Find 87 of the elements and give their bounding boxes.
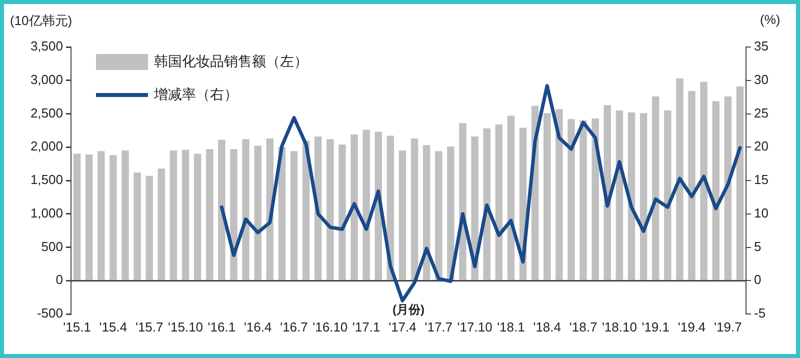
bar bbox=[640, 113, 648, 280]
bar bbox=[158, 168, 166, 280]
x-tick-label: '19.1 bbox=[642, 319, 670, 334]
bar bbox=[736, 86, 744, 280]
bar bbox=[616, 110, 624, 280]
x-tick-label: '16.1 bbox=[208, 319, 236, 334]
bar bbox=[350, 134, 358, 280]
y-tick-label: 2,000 bbox=[30, 138, 63, 154]
y2-tick-label: 35 bbox=[754, 38, 768, 54]
x-tick-label: '16.7 bbox=[280, 319, 308, 334]
bar bbox=[556, 109, 563, 280]
legend-label: 增减率（右） bbox=[154, 86, 238, 104]
y2-tick-label: 0 bbox=[754, 272, 762, 288]
y-tick-label: 3,000 bbox=[30, 72, 63, 87]
bar bbox=[580, 120, 587, 280]
x-tick-label: '17.1 bbox=[352, 319, 380, 334]
bar bbox=[712, 101, 720, 280]
y2-tick-label: 5 bbox=[754, 238, 762, 254]
bar bbox=[664, 110, 672, 280]
bar bbox=[592, 118, 599, 280]
bar bbox=[146, 176, 153, 280]
bar bbox=[206, 149, 214, 280]
bar bbox=[724, 96, 732, 280]
bar bbox=[483, 128, 490, 280]
bar bbox=[628, 112, 636, 280]
bar bbox=[410, 138, 418, 280]
y2-axis-title: (%) bbox=[760, 12, 780, 27]
bar bbox=[676, 78, 684, 280]
y2-tick-label: 10 bbox=[754, 205, 768, 220]
x-tick-label: '16.10 bbox=[312, 319, 348, 334]
bar bbox=[435, 151, 442, 280]
x-tick-label: '15.10 bbox=[168, 319, 204, 334]
x-tick-label: '17.10 bbox=[457, 319, 492, 334]
x-tick-label: '17.4 bbox=[388, 319, 416, 334]
bar bbox=[254, 146, 262, 280]
bar bbox=[507, 116, 515, 280]
y-tick-label: 0 bbox=[56, 272, 63, 288]
legend-label: 韩国化妆品销售额（左） bbox=[154, 53, 308, 71]
y-tick-label: 500 bbox=[41, 238, 63, 254]
bar bbox=[326, 139, 334, 280]
bar bbox=[652, 96, 660, 280]
bar bbox=[338, 144, 346, 280]
x-tick-label: '15.7 bbox=[135, 319, 164, 334]
x-tick-label: '18.1 bbox=[497, 319, 525, 334]
y-tick-label: 1,000 bbox=[30, 205, 63, 220]
y-axis-title: (10亿韩元) bbox=[10, 12, 72, 30]
bar bbox=[422, 145, 430, 280]
x-tick-label: '15.1 bbox=[63, 319, 91, 334]
bar bbox=[182, 150, 190, 280]
y2-tick-label: 20 bbox=[754, 138, 768, 154]
x-tick-label: '17.7 bbox=[424, 319, 453, 334]
bar bbox=[85, 154, 93, 280]
bar bbox=[398, 150, 406, 280]
bar bbox=[170, 150, 178, 280]
x-tick-label: '19.7 bbox=[714, 319, 742, 334]
y-tick-label: 2,500 bbox=[30, 105, 63, 120]
bar bbox=[218, 140, 226, 280]
bar bbox=[122, 150, 129, 280]
bar bbox=[447, 146, 454, 280]
x-tick-label: '18.10 bbox=[602, 319, 637, 334]
bar bbox=[700, 82, 708, 280]
y-tick-label: -500 bbox=[36, 306, 63, 321]
bar bbox=[495, 124, 503, 280]
bar bbox=[134, 172, 141, 280]
x-tick-label: '19.4 bbox=[678, 319, 706, 334]
y2-tick-label: 30 bbox=[754, 72, 768, 87]
bar bbox=[110, 155, 117, 280]
bar bbox=[290, 151, 298, 280]
bar bbox=[568, 119, 575, 280]
bar bbox=[98, 151, 105, 280]
x-tick-label: '16.4 bbox=[244, 319, 272, 334]
bar bbox=[242, 139, 250, 280]
y2-tick-label: -5 bbox=[754, 306, 766, 321]
x-tick-label: '15.4 bbox=[99, 319, 128, 334]
y2-tick-label: 15 bbox=[754, 172, 768, 188]
bar bbox=[362, 130, 370, 280]
bar bbox=[230, 149, 238, 280]
bar bbox=[194, 154, 202, 280]
y2-tick-label: 25 bbox=[754, 105, 768, 120]
y-tick-label: 3,500 bbox=[30, 38, 63, 54]
x-axis-title: (月份) bbox=[392, 302, 424, 316]
x-tick-label: '18.4 bbox=[533, 319, 562, 334]
x-tick-label: '18.7 bbox=[569, 319, 598, 334]
bar bbox=[73, 154, 81, 280]
y-tick-label: 1,500 bbox=[30, 172, 63, 188]
bar bbox=[688, 91, 696, 280]
bar bbox=[544, 113, 551, 280]
